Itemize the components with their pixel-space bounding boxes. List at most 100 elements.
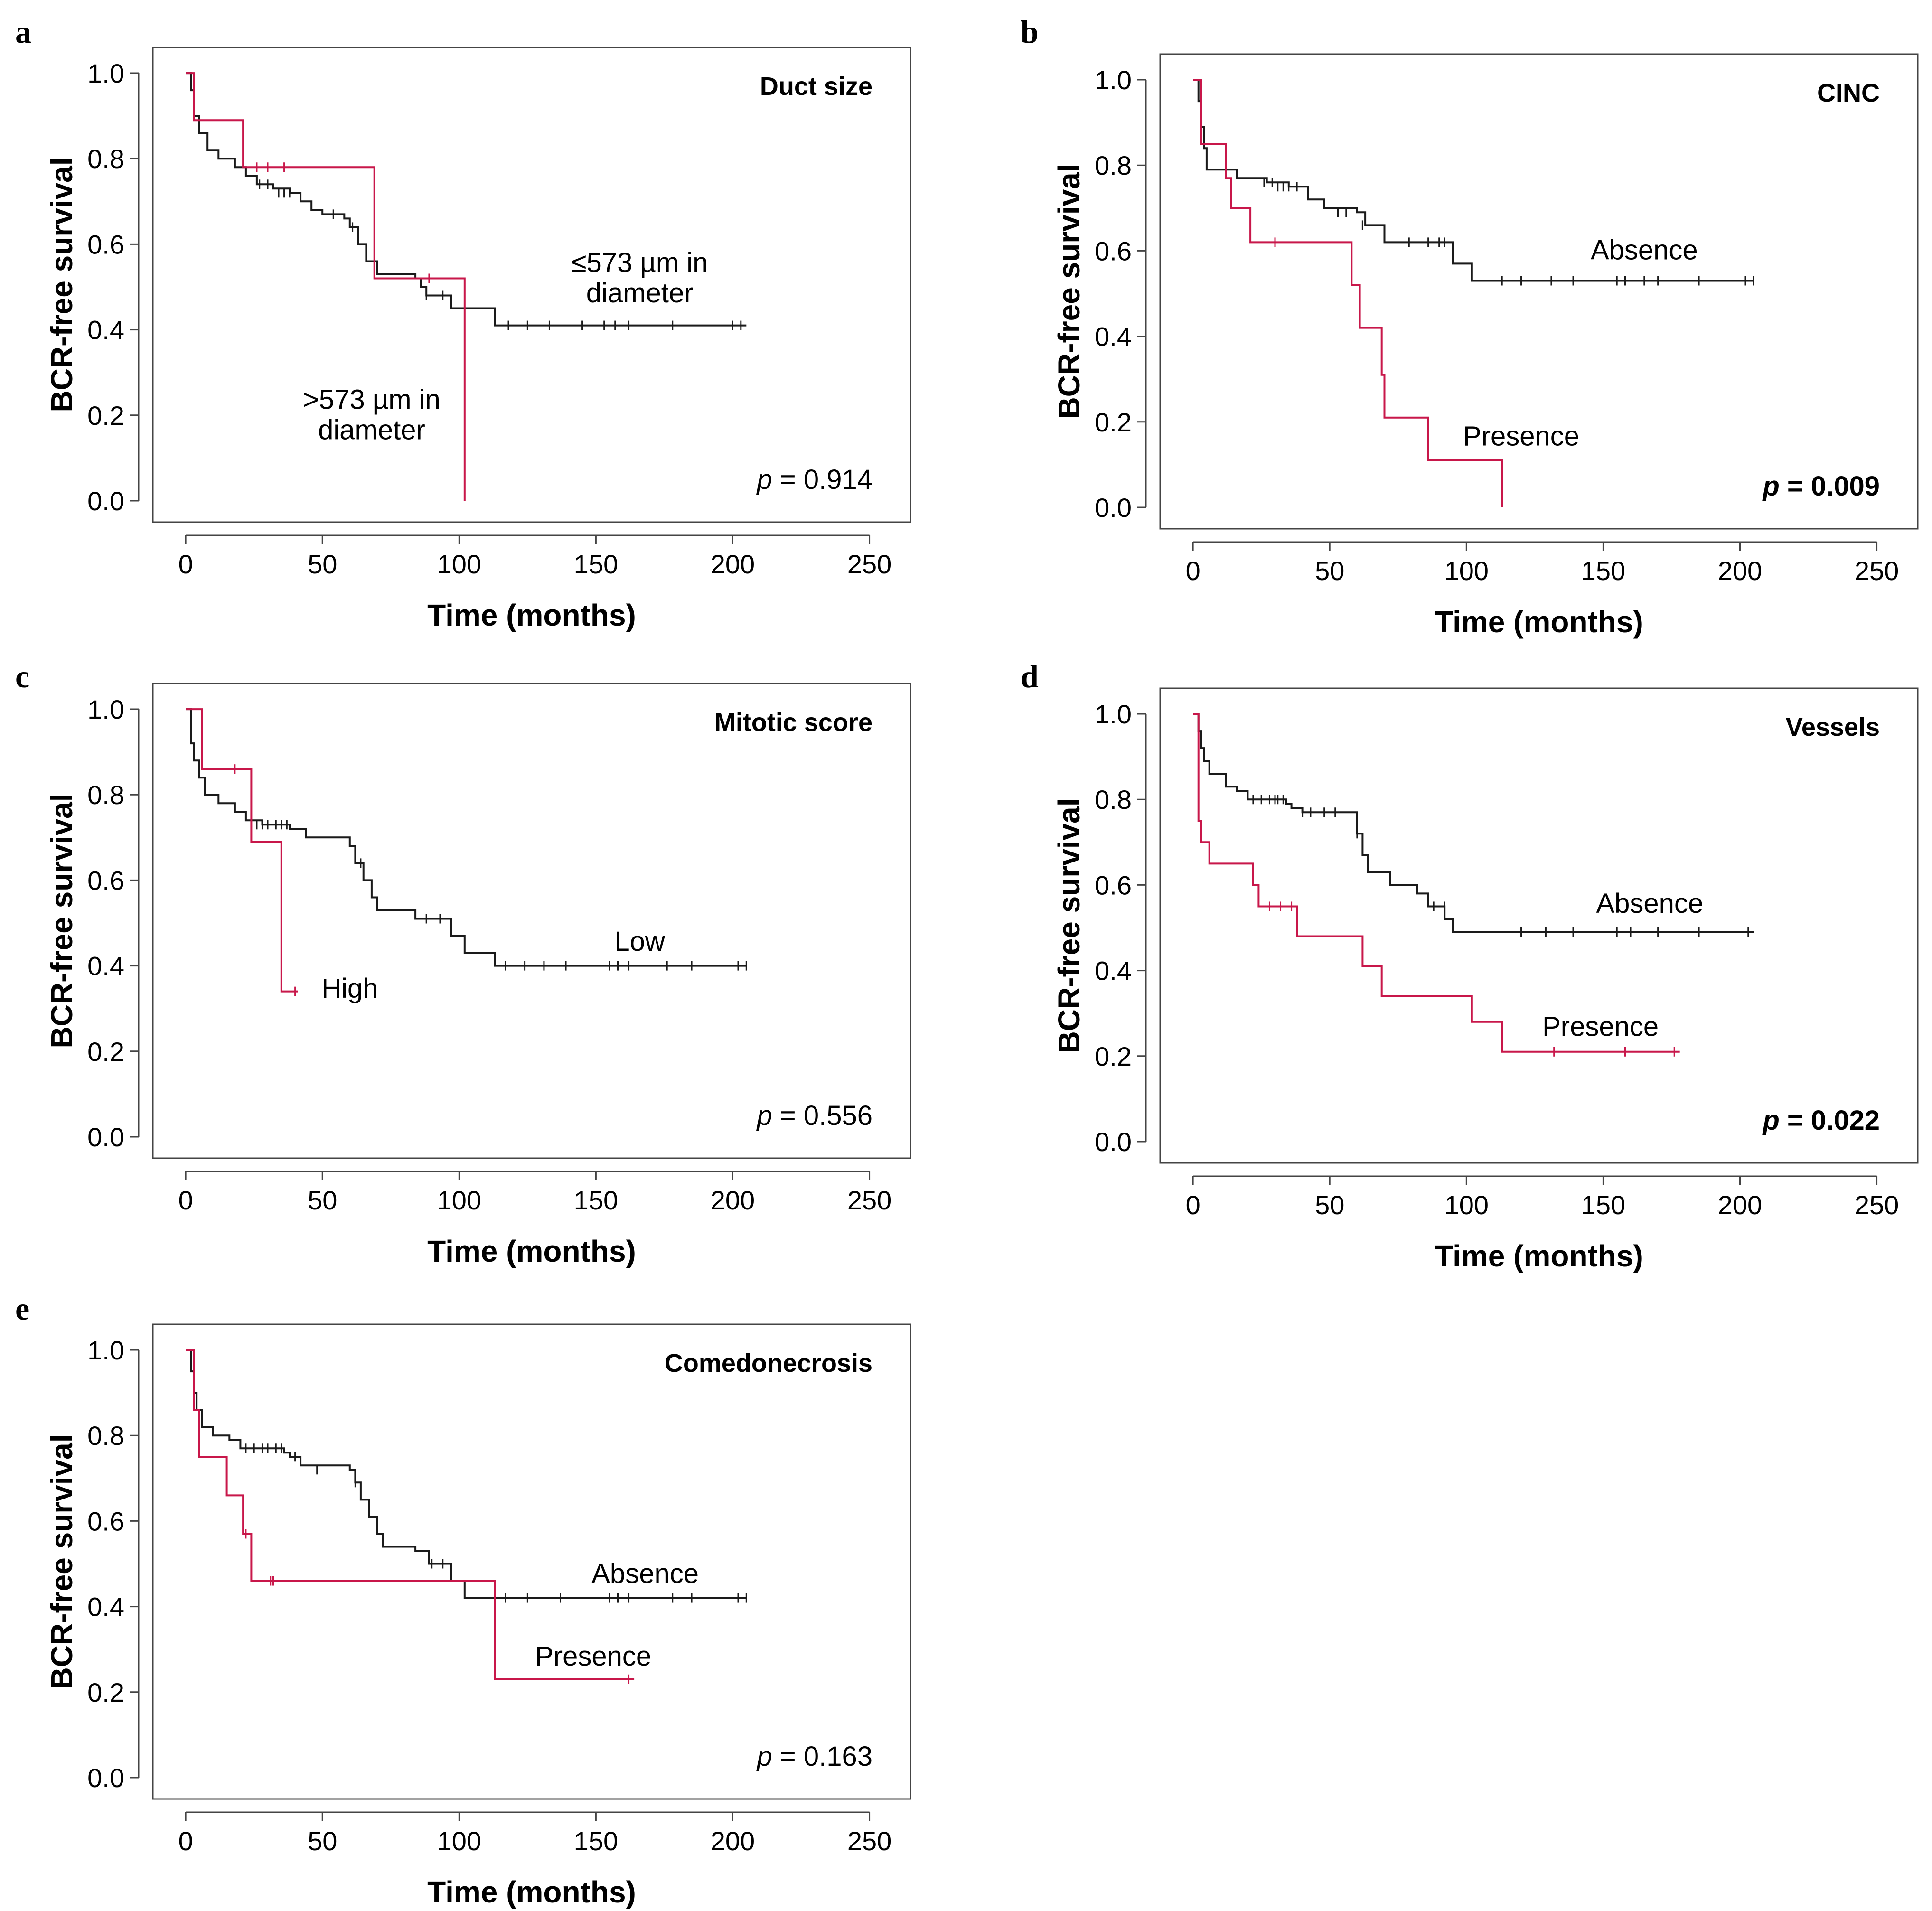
y-tick-label: 0.8 xyxy=(87,144,124,174)
x-tick-label: 50 xyxy=(308,1185,337,1215)
p-value-symbol: p xyxy=(756,464,772,495)
p-value: p = 0.556 xyxy=(756,1100,872,1131)
y-axis-title: BCR-free survival xyxy=(45,1434,79,1689)
p-value-symbol: p xyxy=(756,1741,772,1772)
x-tick-label: 50 xyxy=(1315,556,1344,586)
x-axis-title: Time (months) xyxy=(427,598,636,632)
survival-curve xyxy=(1193,79,1503,507)
series-label: Presence xyxy=(1542,1011,1659,1042)
panel-letter: e xyxy=(15,1291,29,1327)
y-axis-title: BCR-free survival xyxy=(45,157,79,412)
y-axis-title: BCR-free survival xyxy=(45,793,79,1048)
series-red: Presence xyxy=(1193,713,1680,1057)
series-black: Absence xyxy=(1193,713,1754,937)
survival-curve xyxy=(186,708,747,967)
y-tick-label: 0.6 xyxy=(87,865,124,895)
plot-frame xyxy=(1159,53,1919,530)
series-label: diameter xyxy=(318,414,425,445)
x-tick-label: 100 xyxy=(437,549,481,579)
x-tick-label: 0 xyxy=(1186,1190,1200,1220)
p-value: p = 0.914 xyxy=(756,464,872,495)
series-label: High xyxy=(321,973,378,1004)
p-value-symbol: p xyxy=(1762,1105,1779,1136)
y-tick-label: 1.0 xyxy=(87,58,124,88)
y-tick-label: 0.2 xyxy=(1095,1041,1132,1071)
y-tick-label: 0.8 xyxy=(1095,150,1132,180)
x-tick-label: 200 xyxy=(1718,556,1762,586)
series-label: Presence xyxy=(1463,421,1579,451)
plot-frame xyxy=(152,1323,911,1800)
panel-a: a 0.0 0.2 0.4 0.6 0.8 1.0 0 50 100 150 200 250 Time (… xyxy=(15,14,911,632)
y-tick-label: 0.6 xyxy=(1095,236,1132,266)
series-red: Presence xyxy=(186,1349,651,1684)
x-tick-label: 150 xyxy=(1581,1190,1625,1220)
y-axis-title: BCR-free survival xyxy=(1052,164,1086,419)
panel-d: d 0.0 0.2 0.4 0.6 0.8 1.0 0 50 100 150 200 250 Time (… xyxy=(1021,658,1919,1273)
x-tick-label: 250 xyxy=(847,1826,891,1856)
x-tick-label: 50 xyxy=(1315,1190,1344,1220)
y-tick-label: 0.4 xyxy=(1095,956,1132,986)
y-tick-label: 0.4 xyxy=(87,951,124,981)
p-value-text: = 0.914 xyxy=(772,464,872,495)
x-tick-label: 250 xyxy=(847,549,891,579)
series-label: Absence xyxy=(1591,234,1698,265)
x-tick-label: 200 xyxy=(711,549,755,579)
p-value: p = 0.009 xyxy=(1762,471,1880,502)
x-axis-title: Time (months) xyxy=(427,1234,636,1268)
y-tick-label: 1.0 xyxy=(87,694,124,724)
y-tick-label: 0.0 xyxy=(87,486,124,516)
panel-letter: c xyxy=(15,658,29,694)
plot-frame xyxy=(1159,687,1919,1164)
survival-curve xyxy=(186,708,298,993)
y-tick-label: 0.2 xyxy=(87,401,124,431)
panel-title: Duct size xyxy=(760,72,872,101)
x-tick-label: 250 xyxy=(1855,556,1899,586)
x-tick-label: 200 xyxy=(1718,1190,1762,1220)
y-tick-label: 0.0 xyxy=(1095,493,1132,523)
series-label: >573 µm in xyxy=(303,384,441,415)
panel-title: Mitotic score xyxy=(714,708,872,737)
survival-curve xyxy=(186,72,747,327)
p-value: p = 0.163 xyxy=(756,1741,872,1772)
plot-frame xyxy=(152,47,911,523)
y-tick-label: 0.2 xyxy=(87,1677,124,1707)
y-tick-label: 0.8 xyxy=(87,1421,124,1451)
y-tick-label: 0.0 xyxy=(87,1763,124,1793)
x-tick-label: 0 xyxy=(178,549,193,579)
panel-title: Comedonecrosis xyxy=(665,1349,872,1377)
x-tick-label: 250 xyxy=(847,1185,891,1215)
survival-curve xyxy=(186,1349,635,1680)
y-tick-label: 0.8 xyxy=(87,780,124,810)
series-label: ≤573 µm in xyxy=(572,247,708,278)
y-tick-label: 0.4 xyxy=(87,315,124,345)
series-label: Presence xyxy=(535,1641,651,1672)
series-black: Absence xyxy=(1193,79,1754,286)
y-tick-label: 0.0 xyxy=(1095,1127,1132,1157)
x-tick-label: 150 xyxy=(574,1826,618,1856)
x-tick-label: 150 xyxy=(1581,556,1625,586)
survival-curve xyxy=(186,1349,747,1599)
series-black: Absence xyxy=(186,1349,747,1603)
panel-letter: b xyxy=(1021,14,1039,50)
y-tick-label: 1.0 xyxy=(87,1335,124,1365)
panel-e: e 0.0 0.2 0.4 0.6 0.8 1.0 0 50 100 150 200 250 Time (… xyxy=(15,1291,911,1909)
survival-curve xyxy=(186,72,466,501)
x-axis-title: Time (months) xyxy=(1435,1239,1643,1273)
x-tick-label: 100 xyxy=(437,1826,481,1856)
x-tick-label: 50 xyxy=(308,1826,337,1856)
p-value-text: = 0.022 xyxy=(1780,1105,1880,1136)
y-tick-label: 1.0 xyxy=(1095,65,1132,95)
y-tick-label: 0.0 xyxy=(87,1122,124,1152)
series-label: diameter xyxy=(586,278,694,309)
x-tick-label: 0 xyxy=(178,1826,193,1856)
y-axis-title: BCR-free survival xyxy=(1052,798,1086,1053)
x-tick-label: 250 xyxy=(1855,1190,1899,1220)
x-axis-title: Time (months) xyxy=(1435,605,1643,639)
p-value-text: = 0.009 xyxy=(1780,471,1880,502)
series-red: Presence xyxy=(1193,79,1579,507)
panel-title: Vessels xyxy=(1786,713,1880,741)
x-tick-label: 100 xyxy=(1444,1190,1489,1220)
series-label: Absence xyxy=(591,1558,699,1589)
